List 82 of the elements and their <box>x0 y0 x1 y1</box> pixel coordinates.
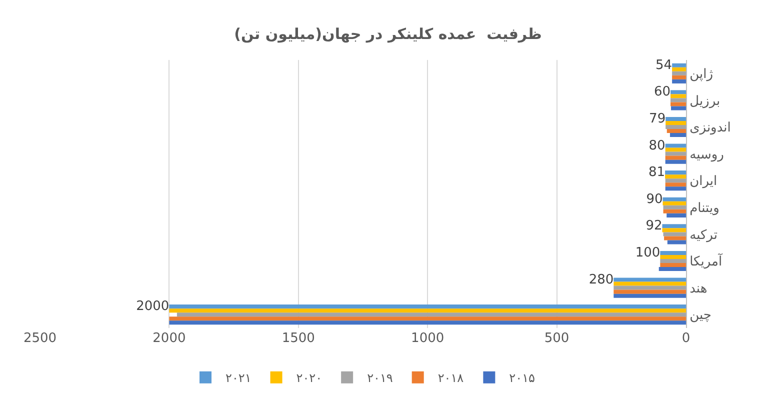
bar <box>660 250 686 255</box>
bar <box>660 254 686 259</box>
bar <box>169 308 686 313</box>
y-tick-label: برزیل <box>690 94 720 109</box>
data-label: 54 <box>656 58 672 73</box>
bar <box>666 124 686 130</box>
bar <box>614 282 686 286</box>
bar <box>665 144 686 148</box>
bar <box>660 258 686 264</box>
bar <box>614 286 686 290</box>
y-tick-label: چین <box>690 308 712 324</box>
bar <box>665 152 686 156</box>
bar <box>672 63 686 68</box>
bar <box>666 120 686 125</box>
bar <box>671 106 686 110</box>
bar <box>672 67 686 72</box>
bar <box>665 186 686 191</box>
bar <box>666 213 686 218</box>
bar <box>670 94 686 98</box>
bar <box>665 160 686 164</box>
x-tick-label: 2500 <box>23 331 57 346</box>
bar <box>169 320 686 325</box>
bar <box>663 232 686 236</box>
data-label: 60 <box>654 84 670 100</box>
legend-label: ۲۰۱۹ <box>367 371 393 386</box>
data-label: 280 <box>588 272 614 288</box>
x-tick-label: 2000 <box>152 331 186 346</box>
data-label: 90 <box>646 192 663 207</box>
y-tick-label: ژاپن <box>690 66 714 82</box>
legend-label: ۲۰۱۸ <box>438 371 464 386</box>
data-label: 2000 <box>136 299 170 314</box>
legend-label: ۲۰۲۱ <box>226 371 252 386</box>
y-tick-label: هند <box>690 281 708 296</box>
y-tick-label: ایران <box>690 174 718 190</box>
bar <box>670 133 686 138</box>
legend-label: ۲۰۲۰ <box>296 371 322 386</box>
data-label: 100 <box>635 245 660 260</box>
bar <box>670 102 686 106</box>
x-tick-label: 0 <box>682 331 690 346</box>
bar <box>665 170 686 175</box>
data-label: 79 <box>649 111 666 126</box>
bar <box>665 156 686 160</box>
bar <box>662 197 686 202</box>
bar <box>169 316 686 321</box>
bar <box>672 75 686 80</box>
y-tick-label: آمریکا <box>690 252 724 270</box>
chart-title: ظرفیت عمده کلینکر در جهان(میلیون تن) <box>234 24 542 43</box>
bar <box>663 209 686 214</box>
data-label: 81 <box>648 165 666 180</box>
y-tick-label: روسیه <box>690 147 724 162</box>
bar <box>614 294 686 298</box>
data-label: 80 <box>648 138 666 154</box>
bar <box>660 263 686 268</box>
x-tick-label: 1000 <box>411 331 444 346</box>
bar <box>665 174 686 179</box>
bar <box>672 71 686 76</box>
bar <box>658 267 686 272</box>
bar <box>672 79 686 84</box>
y-tick-label: اندونزی <box>690 120 731 136</box>
legend-label: ۲۰۱۵ <box>509 371 535 386</box>
bar <box>665 182 686 187</box>
bar <box>665 148 686 152</box>
x-tick-label: 1500 <box>282 331 315 346</box>
bar <box>670 98 686 102</box>
bar <box>663 205 686 210</box>
bar <box>664 236 686 240</box>
x-tick-label: 500 <box>544 331 570 346</box>
y-tick-label: ویتنام <box>690 200 720 216</box>
bar <box>662 224 686 228</box>
bar <box>169 304 686 309</box>
bar <box>667 240 686 244</box>
data-label: 92 <box>646 218 662 234</box>
bar <box>666 116 686 121</box>
bar <box>665 178 686 183</box>
bar <box>176 312 686 317</box>
bar <box>662 201 686 206</box>
bar <box>614 278 686 282</box>
bar <box>670 90 686 94</box>
bar <box>614 290 686 294</box>
bar <box>666 129 686 134</box>
bar <box>662 228 686 232</box>
y-tick-label: ترکیه <box>690 228 718 243</box>
